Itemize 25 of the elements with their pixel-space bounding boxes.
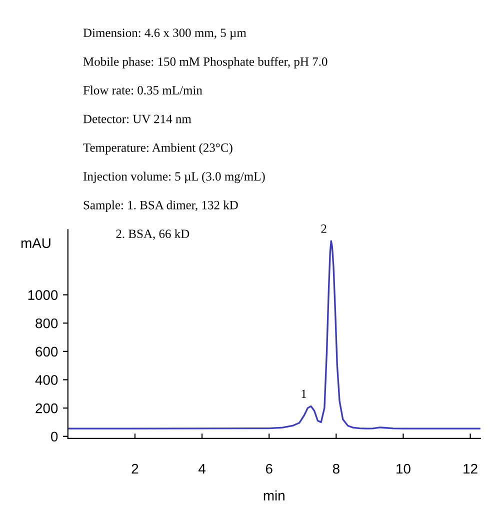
x-tick-label: 6 [266, 464, 272, 474]
x-tick-label: 12 [464, 464, 478, 474]
x-tick-label: 10 [396, 464, 410, 474]
x-tick-label: 2 [132, 464, 138, 474]
y-tick-label: 200 [36, 403, 58, 414]
y-tick-label: 800 [36, 318, 58, 328]
x-tick-label: 4 [198, 464, 206, 474]
text: Injection volume: 5 µL (3.0 mg/mL) [83, 172, 265, 184]
annotation: 2. BSA, 66 kD [116, 229, 190, 240]
text: Dimension: 4.6 x 300 mm, 5 µm [83, 28, 246, 40]
line-series [68, 240, 480, 430]
y-tick-label: 600 [36, 346, 58, 357]
annotation: 2 [321, 224, 326, 233]
y-axis-title: mAU [21, 238, 50, 248]
x-tick-label: 8 [332, 464, 340, 474]
text: Temperature: Ambient (23°C) [83, 143, 232, 154]
y-tick-label: 400 [35, 375, 58, 385]
text: Flow rate: 0.35 mL/min [83, 86, 202, 95]
y-tick-label: 0 [51, 432, 58, 442]
text: Mobile phase: 150 mM Phosphate buffer, pH 7.0 [83, 56, 328, 68]
y-tick-label: 1000 [28, 290, 58, 300]
x-axis-title: min [264, 490, 284, 500]
text: Sample: 1. BSA dimer, 132 kD [84, 200, 238, 212]
text: Detector: UV 214 nm [83, 114, 192, 124]
annotation: 1 [302, 390, 306, 398]
